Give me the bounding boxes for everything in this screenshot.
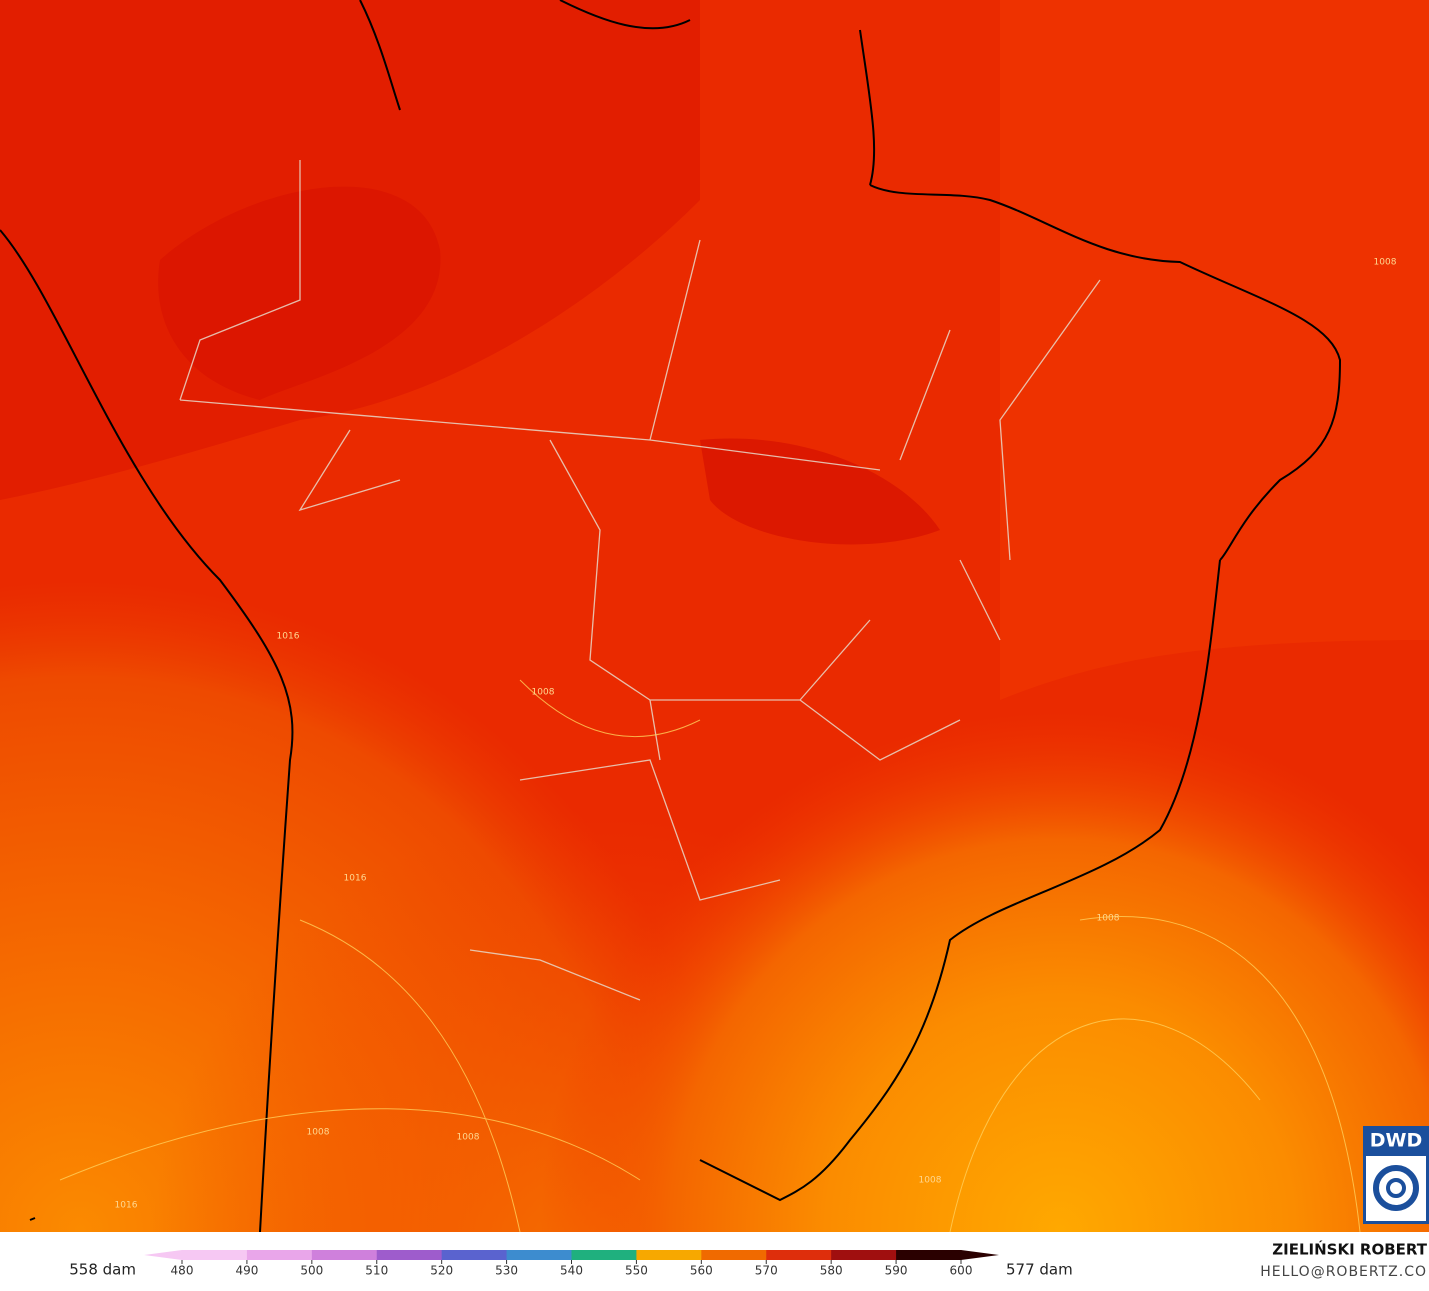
colorbar-tick-label: 540 (560, 1264, 583, 1278)
contour-label: 1016 (277, 632, 300, 642)
colorbar-segment (506, 1250, 572, 1260)
contour-label: 1008 (532, 688, 555, 698)
colorbar-tick-label: 480 (171, 1264, 194, 1278)
map: 1008 1016 1008 1008 1008 1008 1016 1008 1016 (0, 0, 1429, 1233)
colorbar-segment (246, 1250, 313, 1260)
colorbar-segment (636, 1250, 702, 1260)
isobars (59, 679, 1361, 1233)
contour-label: 1008 (919, 1176, 942, 1186)
colorbar-segment (376, 1250, 443, 1260)
colorbar-arrow (961, 1250, 999, 1260)
colorbar-segment (311, 1250, 378, 1260)
contour-label: 1008 (457, 1133, 480, 1143)
logo: DWD (1363, 1126, 1429, 1224)
colorbar-segment (896, 1250, 962, 1260)
colorbar-segment (766, 1250, 832, 1260)
colorbar-tick-label: 550 (625, 1264, 648, 1278)
colorbar-min-label: 558 dam (69, 1261, 136, 1279)
colorbar-arrow (144, 1250, 182, 1260)
contour-label: 1008 (1097, 914, 1120, 924)
logo-swirl (1386, 1178, 1406, 1198)
colorbar-tick-label: 600 (950, 1264, 973, 1278)
colorbar-tick-label: 500 (300, 1264, 323, 1278)
colorbar-tick-label: 490 (235, 1264, 258, 1278)
contour-label: 1008 (1374, 258, 1397, 268)
colorbar-segment (182, 1250, 248, 1260)
contour-label: 1016 (344, 874, 367, 884)
colorbar-max-label: 577 dam (1006, 1261, 1073, 1279)
borders (179, 160, 1101, 1001)
author: ZIELIŃSKI ROBERT (1272, 1240, 1427, 1259)
colorbar-tick-label: 520 (430, 1264, 453, 1278)
colorbar-tick-label: 570 (755, 1264, 778, 1278)
logo-text: DWD (1370, 1130, 1423, 1152)
colorbar-segment (701, 1250, 767, 1260)
contour-label: 1008 (307, 1128, 330, 1138)
colorbar-segment (441, 1250, 508, 1260)
field-low (0, 0, 1429, 1232)
colorbar-tick-label: 560 (690, 1264, 713, 1278)
colorbar-segment (831, 1250, 897, 1260)
colorbar-tick-label: 590 (885, 1264, 908, 1278)
logo-swirl (1373, 1165, 1419, 1211)
colorbar: 480 490 500 510 520 530 540 550 560 570 580 590 600 (144, 1250, 999, 1278)
contact: HELLO@ROBERTZ.CO (1260, 1264, 1427, 1280)
colorbar-segment (571, 1250, 637, 1260)
coastline (0, 0, 1342, 1233)
colorbar-tick-label: 510 (365, 1264, 388, 1278)
colorbar-tick-label: 530 (495, 1264, 518, 1278)
contour-label: 1016 (115, 1201, 138, 1211)
colorbar-tick-label: 580 (820, 1264, 843, 1278)
